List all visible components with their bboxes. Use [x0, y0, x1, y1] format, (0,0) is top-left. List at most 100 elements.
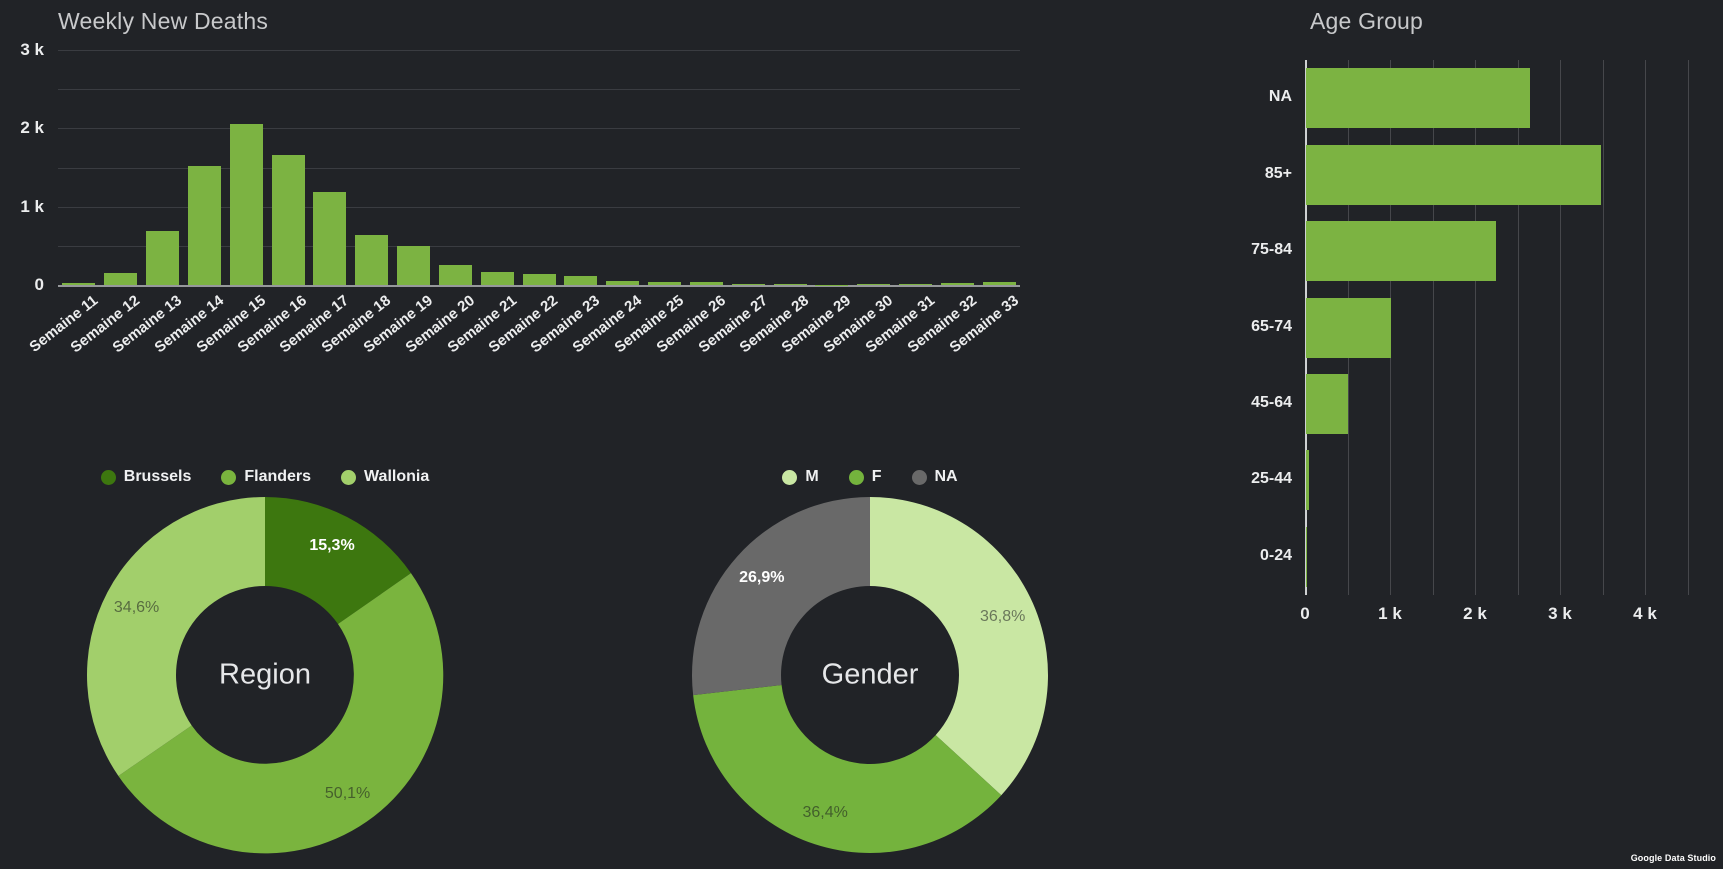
x-axis-tick-label: 2 k — [1463, 604, 1487, 623]
age-bar[interactable] — [1306, 221, 1496, 282]
age-category-label: 75-84 — [1251, 241, 1292, 259]
legend-label: NA — [934, 468, 958, 485]
v-gridline — [1645, 60, 1646, 595]
age-category-label: 0-24 — [1259, 546, 1292, 564]
legend-item-brussels: Brussels — [100, 468, 192, 486]
weekly-chart-title: Weekly New Deaths — [58, 8, 269, 34]
age-category-label: NA — [1268, 88, 1292, 106]
weekly-bar[interactable] — [62, 283, 96, 285]
h-gridline — [58, 206, 1020, 208]
weekly-bar[interactable] — [104, 272, 138, 285]
weekly-bar[interactable] — [773, 284, 807, 285]
age-bar[interactable] — [1306, 373, 1348, 434]
weekly-bar[interactable] — [480, 272, 514, 285]
slice-percentage-label: 26,9% — [739, 569, 785, 587]
weekly-bar[interactable] — [522, 274, 556, 285]
weekly-bar[interactable] — [815, 284, 849, 285]
weekly-bar[interactable] — [397, 245, 430, 285]
x-axis-tick-label: 3 k — [1548, 604, 1572, 623]
donut-slice-na[interactable] — [692, 497, 870, 696]
x-axis-tick-label: 4 k — [1633, 604, 1657, 623]
weekly-bar[interactable] — [648, 281, 681, 285]
weekly-bar[interactable] — [187, 165, 221, 285]
donut-slice-f[interactable] — [693, 685, 1002, 854]
v-gridline — [1560, 60, 1561, 595]
legend-item-wallonia: Wallonia — [341, 468, 429, 486]
weekly-bar[interactable] — [940, 283, 974, 285]
legend-swatch — [221, 469, 237, 485]
h-gridline — [58, 89, 1020, 91]
legend-label: Wallonia — [364, 468, 430, 485]
y-axis-tick-label: 3 k — [20, 40, 44, 59]
weekly-bar[interactable] — [271, 155, 305, 285]
legend-label: F — [871, 468, 882, 485]
donut-slice-flanders[interactable] — [118, 573, 444, 854]
y-axis-tick-label: 2 k — [20, 118, 44, 138]
legend-swatch — [782, 469, 798, 485]
slice-percentage-label: 36,8% — [980, 607, 1026, 625]
age-bar[interactable] — [1306, 526, 1307, 587]
legend-item-na: NA — [911, 468, 958, 486]
weekly-bar[interactable] — [982, 282, 1016, 285]
x-axis-tick-label: 0 — [1300, 604, 1310, 623]
legend-label: Brussels — [123, 468, 192, 485]
age-category-label: 25-44 — [1251, 470, 1292, 488]
v-gridline — [1687, 60, 1689, 595]
weekly-bar[interactable] — [146, 230, 180, 285]
legend-label: Flanders — [244, 468, 312, 485]
weekly-bar[interactable] — [731, 283, 765, 285]
weekly-bar[interactable] — [313, 191, 347, 285]
weekly-bar[interactable] — [898, 284, 932, 285]
age-category-label: 85+ — [1264, 164, 1292, 182]
age-bar[interactable] — [1306, 68, 1530, 129]
h-gridline — [58, 167, 1020, 169]
v-gridline — [1475, 60, 1476, 595]
slice-percentage-label: 15,3% — [309, 537, 355, 555]
legend-swatch — [911, 469, 927, 485]
age-bar[interactable] — [1306, 297, 1391, 358]
weekly-bar[interactable] — [355, 234, 389, 285]
weekly-bar[interactable] — [606, 280, 640, 285]
google-data-studio-brand: Google Data Studio — [1630, 853, 1716, 863]
legend-item-f: F — [848, 468, 882, 486]
weekly-bar[interactable] — [229, 123, 263, 285]
v-gridline — [1432, 60, 1434, 595]
age-bar[interactable] — [1306, 450, 1310, 511]
age-category-label: 65-74 — [1251, 317, 1292, 335]
gender-donut-ring — [692, 497, 1049, 854]
donut-slice-m[interactable] — [870, 497, 1049, 796]
h-gridline — [58, 50, 1020, 51]
weekly-bar[interactable] — [438, 264, 472, 285]
h-gridline — [58, 245, 1020, 247]
slice-percentage-label: 36,4% — [802, 803, 848, 821]
age-bar[interactable] — [1306, 144, 1601, 205]
weekly-bar[interactable] — [857, 284, 891, 285]
legend-swatch — [848, 469, 864, 485]
age-chart-title: Age Group — [1310, 8, 1424, 34]
age-category-label: 45-64 — [1251, 393, 1292, 411]
legend-swatch — [100, 469, 116, 485]
donut-slice-brussels[interactable] — [265, 497, 411, 625]
gender-legend: M F NA — [680, 462, 1060, 492]
h-gridline — [58, 128, 1020, 130]
weekly-bar[interactable] — [564, 276, 598, 285]
x-axis-tick-label: 1 k — [1378, 604, 1402, 623]
donut-slice-wallonia[interactable] — [87, 497, 266, 776]
weekly-bar[interactable] — [689, 282, 723, 285]
legend-item-flanders: Flanders — [221, 468, 311, 486]
gender-center-label: Gender — [821, 658, 919, 691]
region-legend: Brussels Flanders Wallonia — [75, 462, 455, 492]
y-axis-tick-label: 1 k — [20, 196, 44, 216]
legend-item-m: M — [782, 468, 819, 486]
y-axis-tick-label: 0 — [34, 275, 44, 294]
x-axis-line — [58, 285, 1020, 287]
v-gridline — [1602, 60, 1604, 595]
region-donut-ring — [87, 497, 444, 854]
legend-label: M — [805, 468, 819, 485]
slice-percentage-label: 50,1% — [324, 785, 371, 803]
